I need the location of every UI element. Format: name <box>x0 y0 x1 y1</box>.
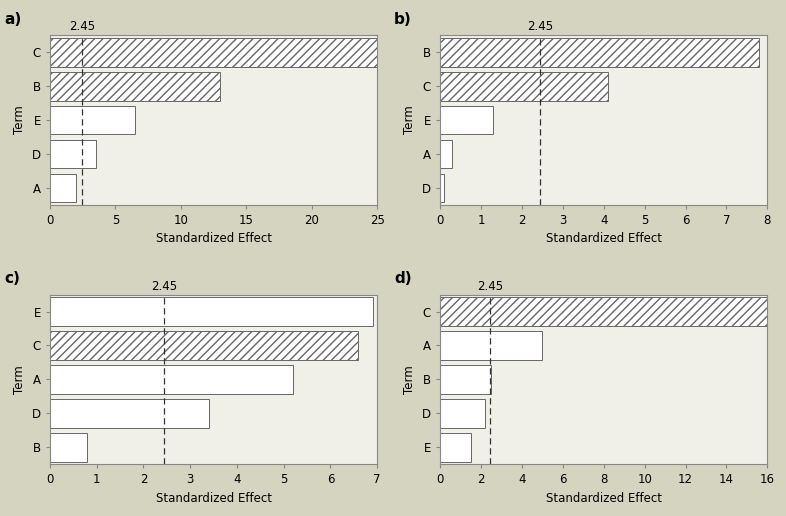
Y-axis label: Term: Term <box>13 106 26 134</box>
Text: 2.45: 2.45 <box>477 280 503 293</box>
Bar <box>50 139 96 168</box>
Bar <box>440 399 485 428</box>
Bar <box>50 365 293 394</box>
Text: 2.45: 2.45 <box>69 21 95 34</box>
Bar <box>50 331 358 360</box>
Text: d): d) <box>395 271 412 286</box>
Text: b): b) <box>395 12 412 27</box>
X-axis label: Standardized Effect: Standardized Effect <box>545 492 662 505</box>
Bar <box>440 297 767 326</box>
Bar <box>50 433 87 462</box>
X-axis label: Standardized Effect: Standardized Effect <box>156 233 271 246</box>
Bar <box>440 72 608 101</box>
Bar <box>440 365 491 394</box>
Bar <box>50 297 373 326</box>
Bar <box>440 106 494 135</box>
Y-axis label: Term: Term <box>403 106 417 134</box>
Y-axis label: Term: Term <box>403 365 417 394</box>
Text: 2.45: 2.45 <box>527 21 553 34</box>
Bar <box>440 139 451 168</box>
Bar <box>50 173 76 202</box>
X-axis label: Standardized Effect: Standardized Effect <box>156 492 271 505</box>
Bar <box>50 106 135 135</box>
Bar <box>440 38 759 67</box>
Bar <box>50 38 377 67</box>
Text: c): c) <box>4 271 20 286</box>
Bar <box>50 72 220 101</box>
Text: a): a) <box>4 12 21 27</box>
Y-axis label: Term: Term <box>13 365 26 394</box>
Bar <box>440 433 471 462</box>
Bar <box>440 173 444 202</box>
Bar <box>50 399 209 428</box>
Text: 2.45: 2.45 <box>152 280 178 293</box>
X-axis label: Standardized Effect: Standardized Effect <box>545 233 662 246</box>
Bar <box>440 331 542 360</box>
